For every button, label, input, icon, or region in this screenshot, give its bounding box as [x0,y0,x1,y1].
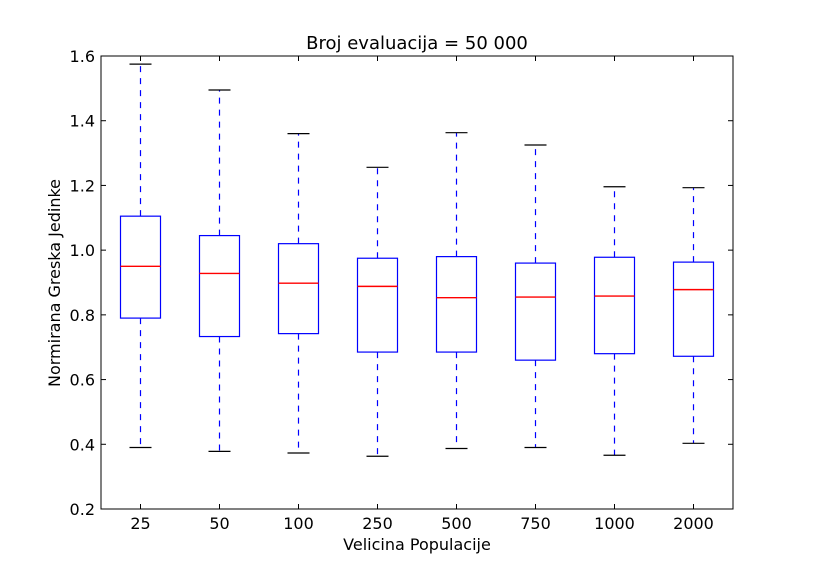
axes-frame [100,55,734,510]
x-tick-label: 500 [441,514,472,533]
y-tick-label: 0.8 [70,306,95,325]
chart-title: Broj evaluacija = 50 000 [306,33,528,54]
y-tick-label: 0.2 [70,500,95,519]
box-iqr [119,215,162,319]
box-iqr [435,256,478,353]
x-tick-label: 100 [283,514,314,533]
box-iqr [514,262,557,361]
box-iqr [356,257,399,353]
y-tick-label: 1.2 [70,176,95,195]
x-tick-label: 25 [130,514,150,533]
box-iqr [672,261,715,357]
x-tick-label: 750 [520,514,551,533]
box-iqr [198,234,241,338]
y-tick-label: 1.6 [70,47,95,66]
x-tick-label: 2000 [673,514,714,533]
box-iqr [593,256,636,355]
x-tick-label: 250 [362,514,393,533]
y-axis-label: Normirana Greska Jedinke [45,179,64,387]
plot-area: 0.2 0.4 0.6 0.8 1.0 1.2 1.4 1.6 25 50 100 250 500 750… [70,47,733,533]
x-tick-label: 50 [209,514,229,533]
box-iqr [277,243,320,335]
y-tick-label: 1.4 [70,112,95,131]
y-tick-label: 1.0 [70,241,95,260]
x-axis-label: Velicina Populacije [343,535,491,554]
y-tick-label: 0.6 [70,371,95,390]
y-tick-label: 0.4 [70,435,95,454]
x-tick-label: 1000 [594,514,635,533]
